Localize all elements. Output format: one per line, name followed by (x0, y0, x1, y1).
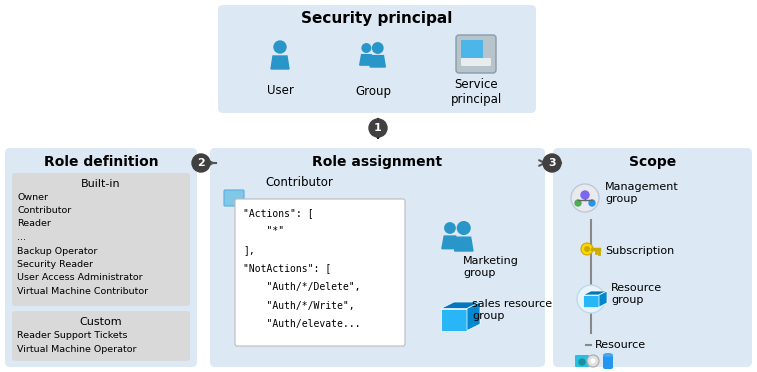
FancyBboxPatch shape (224, 190, 244, 206)
Polygon shape (441, 302, 480, 308)
Circle shape (274, 41, 286, 53)
FancyBboxPatch shape (12, 173, 190, 306)
FancyBboxPatch shape (235, 199, 405, 346)
Text: 3: 3 (548, 158, 556, 168)
Text: "Auth/elevate...: "Auth/elevate... (243, 319, 360, 329)
Text: Subscription: Subscription (605, 246, 674, 256)
Text: ...: ... (17, 233, 26, 242)
Text: Backup Operator: Backup Operator (17, 247, 98, 256)
Text: ],: ], (243, 245, 255, 255)
Polygon shape (271, 56, 289, 69)
Polygon shape (442, 236, 458, 249)
FancyBboxPatch shape (603, 355, 613, 369)
Circle shape (445, 223, 455, 233)
Text: Security Reader: Security Reader (17, 260, 93, 269)
Circle shape (457, 222, 470, 234)
FancyBboxPatch shape (456, 35, 496, 73)
Text: sales resource
group: sales resource group (472, 299, 552, 321)
Polygon shape (467, 302, 480, 331)
Text: Group: Group (355, 86, 391, 99)
Polygon shape (583, 295, 599, 307)
FancyBboxPatch shape (5, 148, 197, 367)
Text: Security principal: Security principal (301, 12, 453, 26)
Text: Marketing
group: Marketing group (463, 256, 519, 278)
Text: Management
group: Management group (605, 182, 679, 204)
Text: Role definition: Role definition (44, 155, 158, 169)
Text: Virtual Machine Operator: Virtual Machine Operator (17, 346, 136, 355)
FancyBboxPatch shape (218, 5, 536, 113)
Polygon shape (441, 308, 467, 331)
Circle shape (543, 154, 561, 172)
Text: Service
principal: Service principal (450, 78, 502, 106)
Text: 2: 2 (197, 158, 205, 168)
Circle shape (192, 154, 210, 172)
Text: Contributor: Contributor (17, 206, 71, 215)
Circle shape (587, 355, 599, 367)
Text: Owner: Owner (17, 192, 48, 202)
FancyBboxPatch shape (575, 355, 589, 367)
Polygon shape (454, 237, 473, 251)
Text: Custom: Custom (79, 317, 123, 327)
Ellipse shape (603, 353, 613, 357)
Circle shape (579, 359, 585, 365)
Text: Virtual Machine Contributor: Virtual Machine Contributor (17, 287, 148, 296)
Text: User Access Administrator: User Access Administrator (17, 273, 142, 282)
Polygon shape (599, 291, 607, 307)
Polygon shape (360, 55, 373, 65)
Text: Role assignment: Role assignment (313, 155, 443, 169)
Circle shape (577, 285, 605, 313)
Circle shape (590, 359, 596, 363)
Circle shape (372, 43, 383, 53)
Circle shape (584, 246, 590, 252)
FancyBboxPatch shape (461, 58, 491, 66)
Text: Scope: Scope (629, 155, 676, 169)
Text: "NotActions": [: "NotActions": [ (243, 263, 331, 273)
FancyBboxPatch shape (210, 148, 545, 367)
Text: "Actions": [: "Actions": [ (243, 208, 313, 218)
Circle shape (362, 44, 371, 52)
Circle shape (369, 119, 387, 137)
Text: User: User (266, 83, 294, 96)
Text: "Auth/*/Write",: "Auth/*/Write", (243, 301, 354, 311)
Text: "Auth/*/Delete",: "Auth/*/Delete", (243, 282, 360, 292)
Polygon shape (370, 55, 385, 67)
Text: Resource: Resource (595, 340, 646, 350)
Text: Reader: Reader (17, 219, 51, 228)
Circle shape (571, 184, 599, 212)
Circle shape (581, 191, 589, 199)
FancyBboxPatch shape (461, 40, 483, 58)
Circle shape (581, 243, 593, 255)
Text: Reader Support Tickets: Reader Support Tickets (17, 331, 127, 340)
Polygon shape (583, 291, 607, 295)
Text: "*": "*" (243, 227, 284, 237)
Text: Resource
group: Resource group (611, 283, 662, 305)
Text: Contributor: Contributor (265, 176, 333, 189)
FancyBboxPatch shape (12, 311, 190, 361)
Circle shape (575, 200, 581, 206)
Circle shape (589, 200, 595, 206)
Text: Built-in: Built-in (81, 179, 121, 189)
FancyBboxPatch shape (553, 148, 752, 367)
Text: 1: 1 (374, 123, 382, 133)
